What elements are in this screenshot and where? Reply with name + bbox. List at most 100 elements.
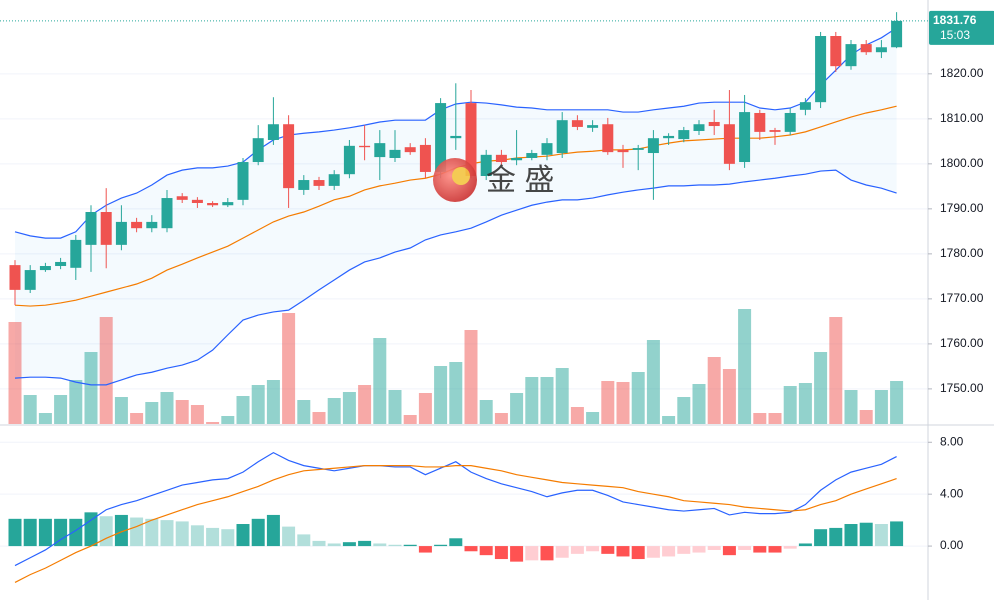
histogram-bar bbox=[297, 534, 311, 547]
candle-body bbox=[632, 148, 644, 150]
volume-bar bbox=[494, 413, 508, 424]
histogram-bar bbox=[221, 529, 235, 547]
candle-body bbox=[723, 124, 735, 164]
candle-body bbox=[298, 180, 310, 190]
histogram-bar bbox=[206, 527, 220, 547]
candle-body bbox=[131, 221, 143, 229]
candle-body bbox=[663, 135, 675, 139]
indicator-line bbox=[14, 169, 897, 386]
histogram-bar bbox=[190, 525, 204, 547]
histogram-bar bbox=[464, 546, 478, 552]
volume-bar bbox=[206, 422, 220, 424]
volume-bar bbox=[373, 338, 387, 424]
candle-body bbox=[161, 198, 173, 229]
y-tick-label: 1820.00 bbox=[940, 66, 984, 80]
volume-bar bbox=[145, 402, 159, 424]
candle-body bbox=[24, 270, 36, 290]
histogram-bar bbox=[418, 546, 432, 553]
histogram-bar bbox=[601, 546, 615, 554]
candle-body bbox=[526, 153, 538, 158]
y-tick-label: 1800.00 bbox=[940, 156, 984, 170]
histogram-bar bbox=[540, 546, 554, 561]
volume-bar bbox=[662, 416, 676, 424]
histogram-bar bbox=[130, 517, 144, 547]
volume-bar bbox=[601, 381, 615, 424]
candle-body bbox=[39, 266, 51, 271]
histogram-bar bbox=[84, 512, 98, 547]
candle-body bbox=[252, 138, 264, 163]
volume-bar bbox=[510, 393, 524, 424]
histogram-bar bbox=[236, 524, 250, 547]
candle-body bbox=[100, 212, 112, 245]
histogram-bar bbox=[722, 546, 736, 556]
histogram-bar bbox=[814, 529, 828, 547]
y-tick-label: 4.00 bbox=[940, 486, 964, 500]
candle-body bbox=[419, 144, 431, 172]
candle-body bbox=[587, 125, 599, 128]
candle-body bbox=[875, 47, 887, 53]
volume-bar bbox=[297, 400, 311, 424]
candle-body bbox=[769, 130, 781, 132]
volume-bar bbox=[570, 407, 584, 424]
volume-bar bbox=[449, 362, 463, 424]
candle-body bbox=[465, 103, 477, 176]
volume-bar bbox=[798, 383, 812, 424]
price-tag bbox=[929, 10, 994, 45]
volume-bar bbox=[221, 416, 235, 424]
histogram-bar bbox=[631, 546, 645, 560]
volume-bar bbox=[358, 385, 372, 424]
volume-bar bbox=[388, 390, 402, 424]
candle-body bbox=[115, 221, 127, 245]
histogram-bar bbox=[662, 546, 676, 557]
candle-body bbox=[359, 145, 371, 148]
histogram-bar bbox=[434, 544, 448, 547]
candle-body bbox=[70, 239, 82, 268]
candle-body bbox=[860, 44, 872, 53]
candle-body bbox=[708, 121, 720, 127]
candle-body bbox=[815, 36, 827, 103]
histogram-bar bbox=[403, 544, 417, 547]
logo-coin bbox=[452, 167, 470, 185]
histogram-bar bbox=[738, 546, 752, 550]
volume-bar bbox=[175, 400, 189, 424]
volume-bar bbox=[38, 413, 52, 424]
candle-body bbox=[556, 120, 568, 154]
y-tick-label: 1770.00 bbox=[940, 291, 984, 305]
volume-bar bbox=[890, 381, 904, 424]
volume-bar bbox=[8, 322, 22, 424]
candle-body bbox=[191, 199, 203, 203]
volume-bar bbox=[190, 405, 204, 424]
histogram-bar bbox=[753, 546, 767, 553]
volume-bar bbox=[616, 382, 630, 424]
watermark-text: 金 盛 bbox=[486, 164, 554, 197]
volume-bar bbox=[114, 397, 128, 424]
macd-line bbox=[14, 451, 897, 567]
candle-body bbox=[237, 162, 249, 200]
volume-bar bbox=[160, 392, 174, 424]
histogram-bar bbox=[874, 524, 888, 547]
volume-bar bbox=[586, 412, 600, 424]
histogram-bar bbox=[707, 546, 721, 550]
histogram-bar bbox=[99, 516, 113, 547]
volume-bar bbox=[646, 340, 660, 424]
candle-body bbox=[602, 124, 614, 153]
histogram-bar bbox=[890, 521, 904, 547]
candle-body bbox=[328, 174, 340, 186]
volume-bar bbox=[631, 372, 645, 424]
candle-body bbox=[9, 265, 21, 290]
histogram-bar bbox=[342, 542, 356, 547]
candle-body bbox=[891, 20, 903, 48]
volume-bar bbox=[859, 410, 873, 424]
candle-body bbox=[571, 120, 583, 127]
histogram-bar bbox=[510, 546, 524, 562]
volume-bar bbox=[874, 390, 888, 424]
candle-body bbox=[283, 124, 295, 189]
histogram-bar bbox=[23, 518, 37, 547]
candle-body bbox=[404, 147, 416, 153]
candle-body bbox=[754, 112, 766, 132]
histogram-bar bbox=[327, 543, 341, 547]
histogram-bar bbox=[266, 514, 280, 547]
histogram-bar bbox=[69, 518, 83, 547]
y-tick-label: 8.00 bbox=[940, 434, 964, 448]
band-fill bbox=[15, 27, 897, 385]
